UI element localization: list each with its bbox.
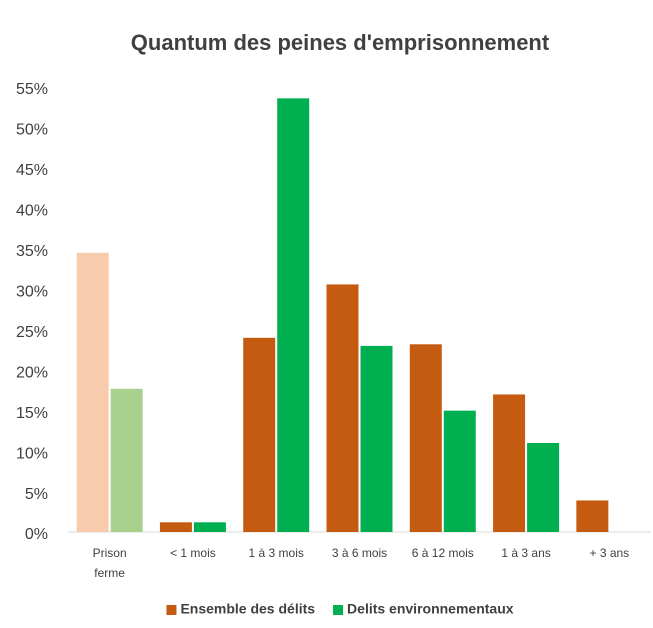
y-tick-label: 55% xyxy=(16,81,48,98)
legend-swatch xyxy=(166,605,177,615)
x-tick-label: < 1 mois xyxy=(170,546,216,560)
bar xyxy=(277,98,310,532)
bar xyxy=(159,522,192,532)
y-tick-label: 45% xyxy=(16,162,48,179)
x-tick-label: Prison ferme xyxy=(92,546,127,580)
bar xyxy=(110,388,143,532)
bar xyxy=(193,522,226,532)
y-tick-label: 40% xyxy=(16,203,48,220)
bar xyxy=(493,394,526,532)
bar xyxy=(326,284,359,532)
y-tick-label: 20% xyxy=(16,364,48,381)
bar xyxy=(443,410,476,532)
legend-swatch xyxy=(333,605,344,615)
y-tick-label: 10% xyxy=(16,445,48,462)
chart-title: Quantum des peines d'emprisonnement xyxy=(131,30,550,55)
y-tick-label: 25% xyxy=(16,324,48,341)
x-tick-label: 1 à 3 mois xyxy=(248,546,304,560)
bar xyxy=(360,345,393,532)
y-tick-label: 30% xyxy=(16,283,48,300)
x-tick-label: 1 à 3 ans xyxy=(501,546,551,560)
x-tick-label: 3 à 6 mois xyxy=(331,546,388,560)
y-tick-label: 5% xyxy=(25,486,48,503)
bar xyxy=(243,337,276,532)
legend-label: Ensemble des délits xyxy=(180,601,315,617)
x-tick-label: + 3 ans xyxy=(589,546,630,560)
y-tick-label: 35% xyxy=(16,243,48,260)
y-tick-label: 0% xyxy=(25,526,48,543)
y-tick-label: 50% xyxy=(16,122,48,139)
y-tick-label: 15% xyxy=(16,405,48,422)
legend-label: Delits environnementaux xyxy=(347,601,514,617)
bar xyxy=(527,443,560,532)
bar xyxy=(76,252,109,532)
x-tick-label: 6 à 12 mois xyxy=(411,546,474,560)
bar xyxy=(409,344,442,532)
bar xyxy=(576,500,609,532)
